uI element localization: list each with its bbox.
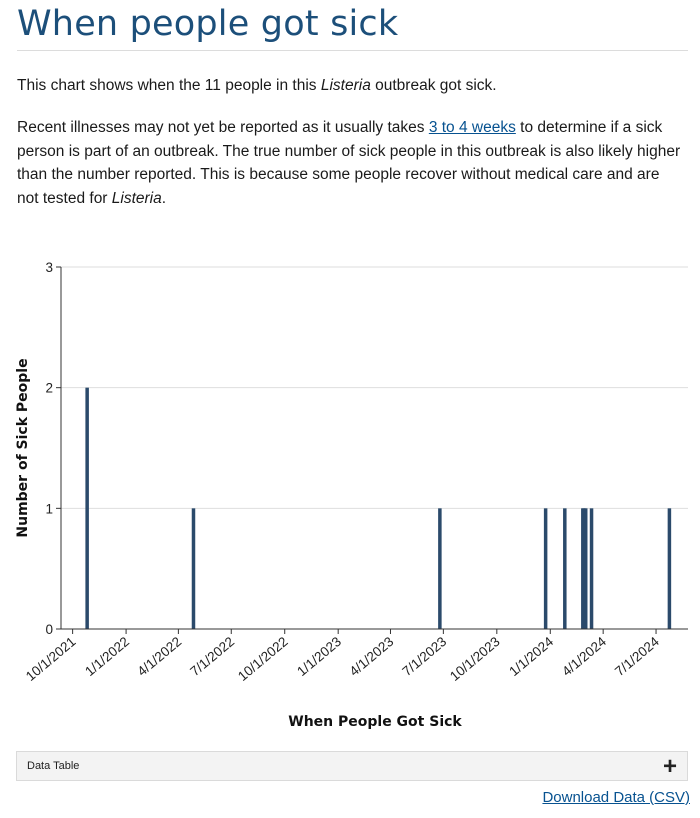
- plus-icon[interactable]: +: [662, 753, 677, 780]
- data-table-toggle[interactable]: Data Table +: [16, 751, 688, 781]
- note-end: .: [161, 190, 167, 208]
- bar: [85, 387, 89, 629]
- y-axis-label: Number of Sick People: [15, 358, 31, 537]
- title-divider: [17, 50, 688, 51]
- x-tick-label: 1/1/2024: [506, 633, 556, 679]
- data-table-label: Data Table: [27, 760, 80, 772]
- x-tick-label: 10/1/2023: [447, 634, 503, 684]
- intro-text: This chart shows when the 11 people in t…: [17, 74, 687, 97]
- x-tick-label: 10/1/2021: [23, 634, 79, 684]
- x-tick-label: 4/1/2024: [559, 633, 609, 679]
- x-tick-label: 1/1/2022: [82, 634, 132, 679]
- x-tick-label: 10/1/2022: [235, 634, 291, 684]
- x-ticks: 10/1/2021 1/1/2022 4/1/2022 7/1/202210/1/20…: [23, 629, 662, 684]
- download-csv-link[interactable]: Download Data (CSV): [542, 789, 690, 806]
- bar: [191, 508, 196, 629]
- reporting-note: Recent illnesses may not yet be reported…: [17, 116, 682, 211]
- intro-after: outbreak got sick.: [370, 77, 497, 94]
- axes: [60, 267, 688, 630]
- y-ticks: 0 1 2 3: [45, 260, 61, 637]
- y-tick-label: 3: [45, 260, 53, 275]
- x-tick-label: 7/1/2022: [187, 634, 237, 679]
- bar: [563, 508, 567, 629]
- x-tick-label: 4/1/2023: [347, 634, 397, 679]
- intro-before: This chart shows when the 11 people in t…: [17, 77, 321, 94]
- note-part2: to determine if a sick person is part of…: [17, 119, 681, 208]
- note-italic: Listeria: [111, 190, 162, 208]
- y-tick-label: 0: [45, 622, 53, 637]
- bar: [583, 508, 588, 629]
- bar: [589, 508, 594, 629]
- x-tick-label: 7/1/2023: [399, 634, 449, 679]
- x-tick-label: 7/1/2024: [612, 633, 662, 679]
- grid-lines: [61, 266, 688, 509]
- x-tick-label: 1/1/2023: [294, 634, 344, 679]
- bars: [85, 387, 672, 629]
- bar: [438, 508, 442, 629]
- note-part1: Recent illnesses may not yet be reported…: [17, 119, 429, 136]
- intro-italic: Listeria: [320, 77, 371, 94]
- y-tick-label: 1: [45, 501, 53, 516]
- bar: [543, 508, 548, 629]
- page-title: When people got sick: [17, 4, 399, 44]
- x-tick-label: 4/1/2022: [134, 634, 184, 679]
- bar: [667, 508, 672, 629]
- x-axis-label: When People Got Sick: [288, 714, 462, 730]
- weeks-link[interactable]: 3 to 4 weeks: [428, 119, 516, 136]
- y-tick-label: 2: [45, 381, 53, 396]
